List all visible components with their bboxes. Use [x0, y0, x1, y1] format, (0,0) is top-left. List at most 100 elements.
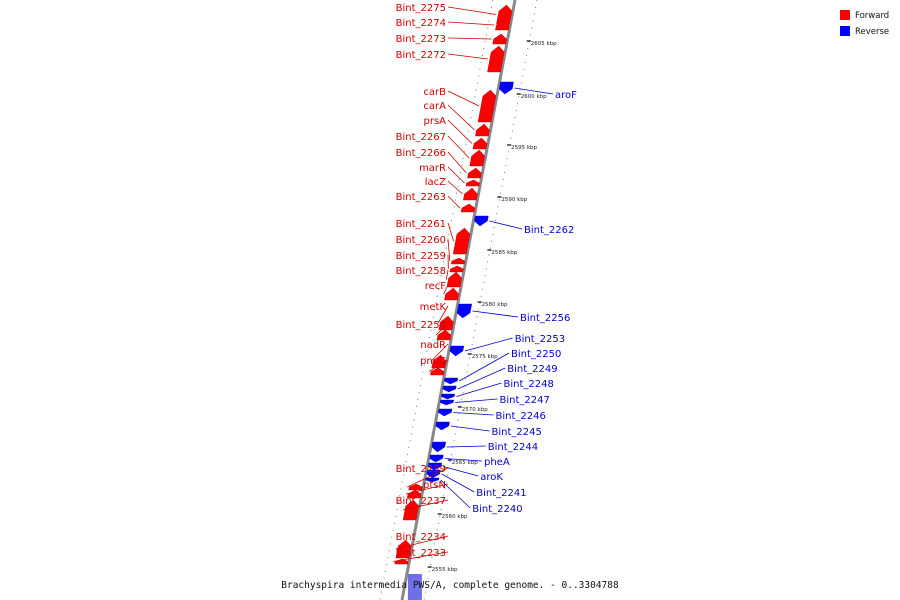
- reverse-gene-arrow[interactable]: [456, 303, 472, 319]
- forward-gene-label[interactable]: recF: [425, 281, 447, 292]
- forward-gene-label[interactable]: lacZ: [425, 177, 446, 188]
- reverse-gene-arrow[interactable]: [444, 377, 459, 385]
- reverse-gene-label[interactable]: pheA: [484, 457, 510, 468]
- reverse-gene-arrow[interactable]: [474, 215, 489, 227]
- gene-leader-line: [459, 352, 510, 382]
- forward-gene-arrow[interactable]: [446, 271, 462, 288]
- forward-gene-arrow[interactable]: [438, 315, 454, 331]
- reverse-gene-arrow[interactable]: [425, 477, 440, 483]
- forward-gene-label[interactable]: Bint_2263: [396, 192, 446, 203]
- forward-gene-label[interactable]: Bint_2258: [396, 266, 446, 277]
- tick-label: 2570 kbp: [462, 407, 488, 413]
- reverse-gene-arrow[interactable]: [449, 345, 465, 357]
- forward-gene-arrow[interactable]: [406, 489, 422, 499]
- forward-gene-arrow[interactable]: [408, 483, 423, 491]
- forward-gene-arrow[interactable]: [436, 329, 452, 341]
- forward-gene-arrow[interactable]: [487, 45, 505, 73]
- reverse-gene-arrow[interactable]: [435, 421, 450, 431]
- forward-gene-label[interactable]: carA: [423, 101, 446, 112]
- forward-gene-arrow[interactable]: [463, 187, 478, 201]
- gene-leader-line: [446, 445, 486, 448]
- forward-gene-arrow[interactable]: [492, 33, 507, 45]
- forward-gene-arrow[interactable]: [477, 89, 497, 123]
- reverse-gene-label[interactable]: Bint_2256: [520, 313, 570, 324]
- forward-gene-arrow[interactable]: [472, 137, 488, 150]
- forward-gene-arrow[interactable]: [430, 367, 445, 376]
- gene-leader-line: [428, 359, 449, 372]
- forward-gene-arrow[interactable]: [465, 179, 480, 187]
- forward-gene-label[interactable]: Bint_2254: [396, 320, 446, 331]
- gene-leader-line: [445, 269, 449, 280]
- forward-gene-arrow[interactable]: [452, 227, 471, 255]
- reverse-gene-arrow[interactable]: [427, 462, 443, 471]
- forward-gene-label[interactable]: pnuC: [420, 356, 446, 367]
- forward-gene-arrow[interactable]: [449, 265, 464, 273]
- forward-gene-label[interactable]: Bint_2274: [396, 18, 446, 29]
- forward-gene-label[interactable]: Bint_2261: [396, 219, 446, 230]
- forward-gene-label[interactable]: Bint_2239: [396, 464, 446, 475]
- forward-gene-label[interactable]: Bint_2259: [396, 251, 446, 262]
- forward-gene-label[interactable]: Bint_2272: [396, 50, 446, 61]
- forward-gene-arrow[interactable]: [495, 19, 510, 31]
- forward-gene-label[interactable]: Bint_2273: [396, 34, 446, 45]
- forward-gene-label[interactable]: Bint_2267: [396, 132, 446, 143]
- reverse-gene-label[interactable]: Bint_2250: [511, 349, 561, 360]
- forward-gene-arrow[interactable]: [451, 257, 466, 265]
- reverse-gene-label[interactable]: Bint_2246: [496, 411, 546, 422]
- forward-gene-label[interactable]: Bint_2266: [396, 148, 446, 159]
- forward-gene-arrow[interactable]: [460, 203, 476, 213]
- reverse-gene-arrow[interactable]: [439, 399, 454, 406]
- reverse-gene-label[interactable]: Bint_2244: [488, 442, 538, 453]
- gene-leader-line: [443, 466, 479, 477]
- gene-leader-line: [514, 87, 554, 95]
- reverse-gene-label[interactable]: Bint_2245: [492, 427, 542, 438]
- reverse-gene-arrow[interactable]: [438, 408, 453, 417]
- forward-gene-label[interactable]: metK: [420, 302, 447, 313]
- reverse-gene-label[interactable]: aroF: [555, 90, 577, 101]
- gene-leader-line: [447, 180, 463, 195]
- reverse-gene-label[interactable]: Bint_2248: [504, 379, 554, 390]
- forward-gene-arrow[interactable]: [395, 539, 412, 559]
- forward-gene-arrow[interactable]: [402, 499, 419, 521]
- reverse-gene-label[interactable]: Bint_2262: [524, 225, 574, 236]
- forward-gene-arrow[interactable]: [475, 123, 490, 137]
- gene-leader-line: [453, 412, 494, 416]
- forward-gene-label[interactable]: nadR: [420, 340, 446, 351]
- gene-leader-line: [447, 21, 495, 26]
- reverse-gene-arrow[interactable]: [429, 454, 444, 463]
- tick-label: 2555 kbp: [432, 567, 458, 573]
- reverse-gene-arrow[interactable]: [441, 393, 456, 400]
- forward-gene-label[interactable]: Bint_2275: [396, 3, 446, 14]
- forward-gene-arrow[interactable]: [394, 558, 409, 565]
- reverse-gene-arrow[interactable]: [499, 81, 514, 95]
- forward-gene-arrow[interactable]: [431, 354, 447, 369]
- forward-gene-label[interactable]: prsA: [423, 116, 446, 127]
- gene-leader-line: [489, 220, 523, 230]
- reverse-gene-label[interactable]: aroK: [480, 472, 503, 483]
- reverse-gene-label[interactable]: Bint_2249: [507, 364, 557, 375]
- reverse-gene-label[interactable]: Bint_2247: [500, 395, 550, 406]
- forward-gene-label[interactable]: carB: [423, 87, 446, 98]
- reverse-gene-label[interactable]: Bint_2241: [476, 488, 526, 499]
- forward-gene-label[interactable]: marR: [419, 163, 446, 174]
- gene-leader-line: [430, 343, 449, 362]
- forward-gene-arrow[interactable]: [444, 287, 459, 301]
- forward-gene-arrow[interactable]: [469, 149, 485, 167]
- reverse-gene-arrow[interactable]: [442, 385, 457, 393]
- gene-leader-line: [443, 284, 449, 295]
- reverse-gene-arrow[interactable]: [407, 574, 422, 600]
- legend-label-reverse: Reverse: [855, 27, 889, 37]
- forward-gene-label[interactable]: Bint_2233: [396, 548, 446, 559]
- forward-gene-label[interactable]: Bint_2260: [396, 235, 446, 246]
- reverse-gene-label[interactable]: Bint_2253: [515, 334, 565, 345]
- gene-leader-line: [457, 367, 506, 390]
- tick-label: 2605 kbp: [531, 41, 557, 47]
- forward-gene-label[interactable]: ptsN: [423, 480, 446, 491]
- forward-gene-label[interactable]: Bint_2234: [396, 532, 446, 543]
- gene-leader-line: [444, 458, 483, 462]
- forward-gene-label[interactable]: Bint_2237: [396, 496, 446, 507]
- reverse-gene-label[interactable]: Bint_2240: [472, 504, 522, 515]
- gene-leader-line: [447, 195, 461, 209]
- reverse-gene-arrow[interactable]: [431, 441, 446, 453]
- forward-gene-arrow[interactable]: [467, 167, 482, 179]
